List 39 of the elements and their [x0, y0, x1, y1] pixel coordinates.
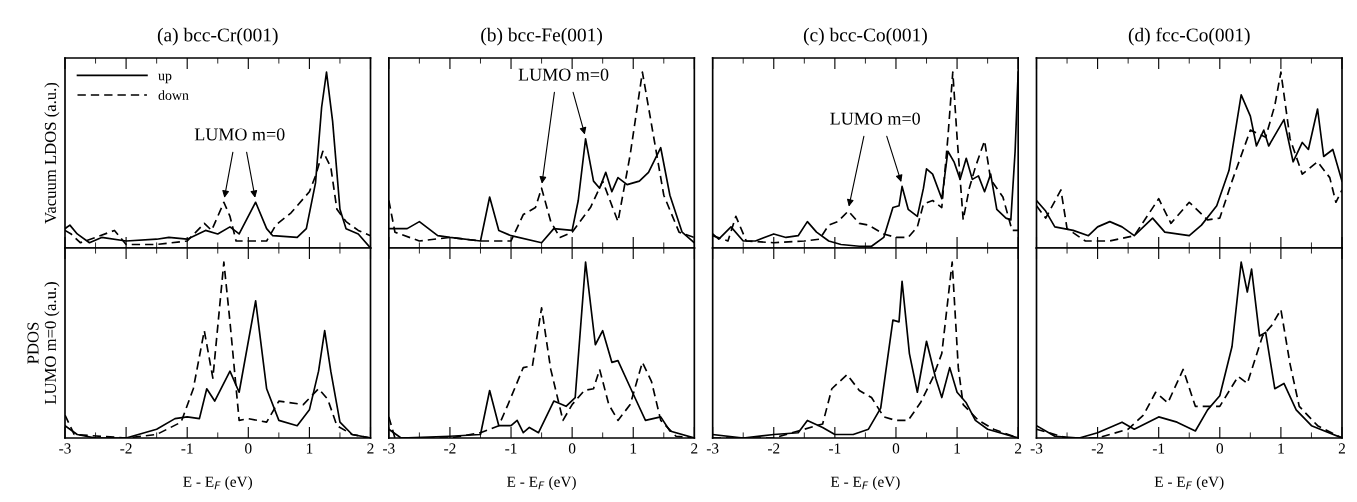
x-tick-label: -1 — [505, 443, 517, 454]
x-tick-label: -2 — [767, 443, 780, 454]
chart-title: (a) bcc-Cr(001) — [157, 27, 278, 46]
x-tick-label: 0 — [568, 443, 576, 454]
x-tick-label: 2 — [1015, 443, 1022, 454]
x-tick-label: 2 — [367, 443, 374, 454]
x-tick-label: -2 — [1091, 443, 1104, 454]
x-tick-label: -3 — [706, 443, 719, 454]
chart-title: (d) fcc-Co(001) — [1128, 27, 1250, 46]
x-tick-label: 0 — [1216, 443, 1224, 454]
x-tick-label: -3 — [1030, 443, 1043, 454]
x-tick-label: 1 — [1278, 443, 1284, 454]
annotation: LUMO m=0 — [830, 112, 920, 125]
annotation: LUMO m=0 — [194, 128, 285, 141]
x-axis-title: E - E$_{F}$ (eV) — [1154, 476, 1224, 491]
y-axis-title: PDOS LUMO m=0 (a.u.) — [27, 282, 60, 405]
x-tick-label: 1 — [306, 443, 313, 454]
x-tick-label: -2 — [120, 443, 132, 454]
x-tick-label: -1 — [829, 443, 841, 454]
x-axis-title: E - E$_{F}$ (eV) — [507, 476, 576, 491]
x-tick-label: -2 — [444, 443, 456, 454]
x-tick-label: -1 — [181, 443, 193, 454]
legend-label: down — [158, 90, 189, 100]
x-tick-label: -3 — [383, 443, 395, 454]
x-axis-title: E - E$_{F}$ (eV) — [183, 476, 253, 491]
x-tick-label: -1 — [1152, 443, 1165, 454]
chart-title: (c) bcc-Co(001) — [803, 27, 927, 46]
x-tick-label: 2 — [1338, 443, 1345, 454]
x-tick-label: 0 — [892, 443, 900, 454]
y-axis-title: Vacuum LDOS (a.u.) — [44, 82, 60, 224]
x-tick-label: -3 — [59, 443, 71, 454]
x-tick-label: 1 — [630, 443, 637, 454]
x-tick-label: 1 — [954, 443, 960, 454]
annotation: LUMO m=0 — [518, 68, 609, 81]
chart-title: (b) bcc-Fe(001) — [481, 27, 603, 46]
legend-label: up — [158, 73, 172, 84]
x-tick-label: 2 — [691, 443, 698, 454]
x-tick-label: 0 — [245, 443, 252, 454]
x-axis-title: E - E$_{F}$ (eV) — [830, 476, 900, 491]
